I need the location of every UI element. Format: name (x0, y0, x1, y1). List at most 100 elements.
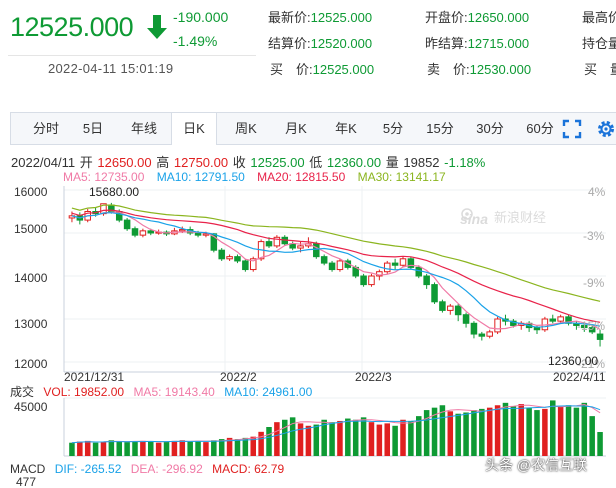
volume-bar (345, 418, 351, 456)
volume-bar (226, 437, 233, 456)
close-value: 12525.00 (250, 155, 305, 170)
candle-body (194, 232, 202, 236)
candle-body (399, 258, 407, 266)
candle-body (470, 322, 478, 335)
y-tick-15000: 15000 (14, 222, 48, 236)
y-tick-14000: 14000 (14, 271, 48, 285)
y-tick-16000: 16000 (14, 185, 48, 199)
tab-5min[interactable]: 5分 (382, 121, 404, 136)
max-price-label: 15680.00 (89, 185, 139, 199)
volume-bar (479, 408, 485, 456)
tab-timeshare[interactable]: 分时 (32, 121, 59, 136)
candle-body (273, 236, 281, 247)
volume-bar (258, 431, 264, 456)
tab-30min[interactable]: 30分 (476, 121, 504, 136)
price-change-pct: -1.49% (173, 33, 218, 49)
volume-bar (289, 417, 296, 456)
volume-bar (163, 441, 170, 456)
tab-15min[interactable]: 15分 (426, 121, 454, 136)
volume-ma5: MA5: 19143.40 (133, 385, 215, 399)
volume-bar (550, 400, 556, 456)
volume-bar (416, 416, 422, 456)
volume-bar (502, 402, 509, 456)
candle-body (415, 266, 423, 277)
pct-tick-1: 4% (588, 185, 606, 199)
volume-value: VOL: 19852.00 (43, 385, 125, 399)
field-bid-volume: 买 量: (584, 62, 616, 77)
candle-body (494, 318, 501, 333)
volume-legend: 成交 VOL: 19852.00 MA5: 19143.40 MA10: 249… (10, 383, 318, 400)
candle-body (360, 275, 367, 286)
tab-60min[interactable]: 60分 (526, 121, 554, 136)
sina-logo: sina 新浪财经 (460, 208, 546, 227)
volume-bar (282, 419, 288, 456)
x-tick-2: 2022/2 (220, 370, 257, 384)
tab-monthly-k[interactable]: 月K (285, 121, 307, 136)
candle-body (557, 316, 564, 322)
volume-bar (274, 422, 280, 456)
candle-body (368, 275, 375, 286)
pct-tick-4: -15% (577, 319, 605, 333)
tab-yearly-k[interactable]: 年K (335, 121, 357, 136)
candle-body (242, 260, 249, 271)
pct-tick-3: -9% (583, 276, 605, 290)
ma20-legend: MA20: 12815.50 (257, 170, 346, 184)
volume-bar (526, 407, 532, 456)
volume-bar (116, 441, 122, 456)
candle-body (100, 203, 107, 215)
candle-body (336, 260, 344, 271)
tab-year-line[interactable]: 年线 (130, 121, 157, 136)
period-tabs: 分时 5日 年线 日K 周K 月K 年K 5分 15分 30分 60分 (10, 112, 616, 145)
vol-label: 量 (385, 155, 399, 170)
volume-bar (321, 419, 327, 456)
field-settle: 结算价:12520.000 (268, 36, 373, 51)
min-price-label: 12360.00 (548, 354, 598, 368)
volume-bar (376, 424, 383, 456)
volume-bar (313, 424, 320, 456)
volume-bar (84, 440, 91, 456)
candle-body (588, 327, 596, 333)
field-ask: 卖 价:12530.000 (427, 62, 532, 77)
tab-daily-k[interactable]: 日K (171, 113, 217, 145)
candle-body (454, 305, 462, 316)
volume-bar (132, 441, 138, 456)
volume-bar (368, 422, 375, 456)
watermark-text: 头条 @农信互联 (485, 457, 588, 473)
volume-bar (250, 436, 256, 456)
volume-bar (494, 405, 501, 456)
candle-body (462, 314, 470, 324)
tab-weekly-k[interactable]: 周K (235, 121, 257, 136)
volume-bar (439, 405, 446, 456)
volume-bar (423, 410, 430, 456)
volume-bar (463, 412, 469, 456)
close-label: 收 (232, 155, 246, 170)
volume-bar (486, 407, 493, 456)
gear-icon[interactable] (595, 118, 616, 140)
candle-body (383, 262, 391, 273)
volume-bar (455, 413, 461, 456)
volume-bar (329, 422, 335, 456)
ma5-line (71, 211, 601, 331)
volume-bar (573, 407, 580, 456)
fullscreen-icon[interactable] (562, 119, 582, 139)
candle-body (234, 256, 241, 262)
candle-body (320, 256, 328, 264)
volume-bar (471, 410, 477, 456)
volume-bar (140, 440, 146, 456)
candle-body (218, 249, 225, 260)
field-prev-settle: 昨结算:12715.000 (425, 36, 530, 51)
candle-body (297, 245, 304, 249)
volume-bar (148, 441, 154, 456)
volume-bar (266, 427, 272, 456)
ohlc-date: 2022/04/11 (11, 155, 76, 170)
candle-body (147, 230, 155, 234)
candle-body (179, 229, 186, 232)
y-tick-12000: 12000 (14, 357, 48, 371)
candle-body (423, 275, 430, 286)
pct-tick-2: -3% (583, 229, 605, 243)
tab-5day[interactable]: 5日 (82, 121, 104, 136)
volume-bar (518, 404, 524, 456)
candle-body (486, 331, 493, 337)
x-tick-4: 2022/4/11 (553, 370, 606, 384)
